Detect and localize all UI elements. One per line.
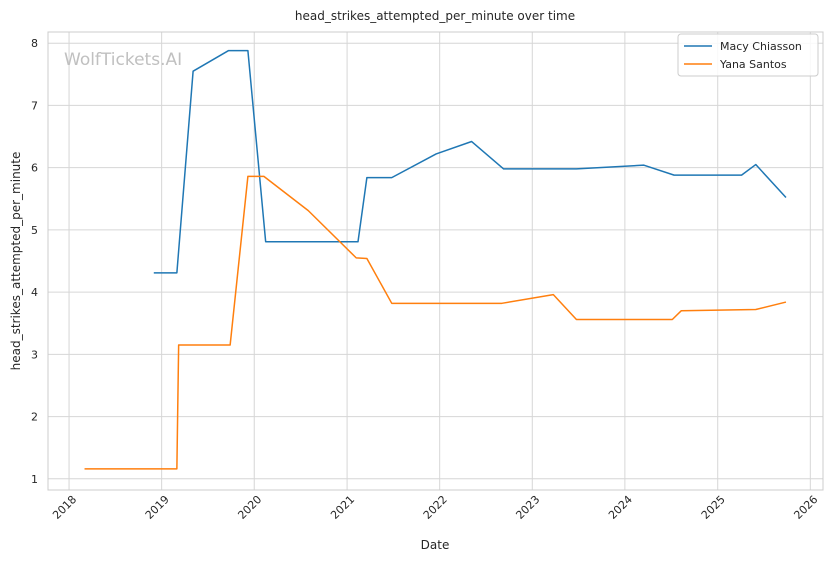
- legend: Macy Chiasson Yana Santos: [677, 33, 819, 77]
- watermark: WolfTickets.AI: [64, 50, 182, 70]
- y-tick-label: 2: [31, 411, 38, 424]
- series-line-macy-chiasson: [153, 49, 787, 274]
- x-axis-label: Date: [421, 538, 450, 552]
- legend-box: [677, 33, 819, 77]
- legend-label-yana-santos: Yana Santos: [719, 58, 787, 71]
- y-axis-ticks: 1 2 3 4 5 6 7 8: [31, 37, 38, 486]
- y-tick-label: 8: [31, 37, 38, 50]
- y-tick-label: 6: [31, 162, 38, 175]
- y-tick-label: 4: [31, 286, 38, 299]
- y-tick-label: 7: [31, 99, 38, 112]
- y-tick-label: 5: [31, 224, 38, 237]
- series-layer: [84, 49, 787, 470]
- legend-label-macy-chiasson: Macy Chiasson: [720, 40, 802, 53]
- y-axis-label: head_strikes_attempted_per_minute: [9, 152, 23, 371]
- plot-area: [47, 31, 824, 491]
- series-line-yana-santos: [84, 175, 787, 470]
- chart-title: head_strikes_attempted_per_minute over t…: [295, 9, 575, 23]
- y-tick-label: 3: [31, 348, 38, 361]
- y-tick-label: 1: [31, 473, 38, 486]
